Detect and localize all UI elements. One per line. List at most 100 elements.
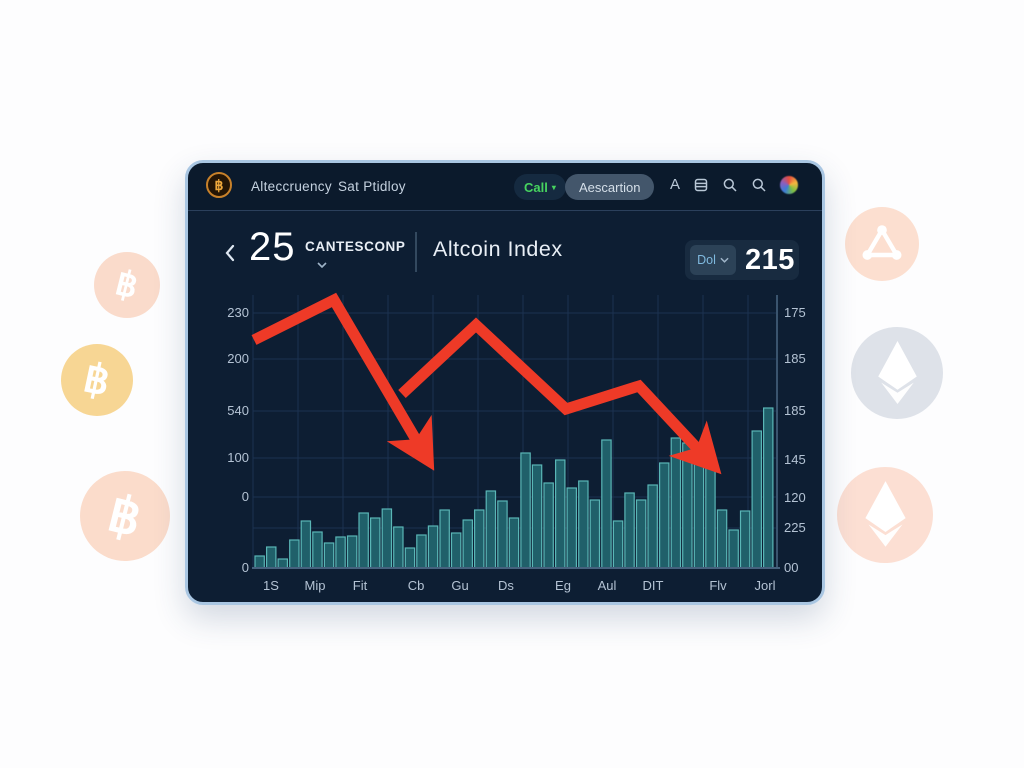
ticker-selector[interactable]: CANTESCONP [305, 238, 406, 269]
bar [751, 430, 762, 569]
network-triangle-glyph [862, 225, 902, 260]
bar [439, 509, 450, 569]
bar [266, 546, 277, 569]
x-axis-label: Gu [451, 578, 468, 593]
trend-arrow [398, 317, 722, 475]
y-axis-left-label: 0 [242, 489, 249, 504]
bitcoin-logo[interactable]: ฿ [206, 172, 232, 198]
bar [670, 437, 682, 569]
avatar[interactable] [780, 176, 798, 194]
y-axis-left-label: 200 [227, 351, 249, 366]
bar [728, 529, 739, 569]
bar [462, 519, 474, 569]
bar [450, 532, 462, 569]
x-axis-label: Cb [408, 578, 425, 593]
topbar: ฿ Alteccruency Sat Ptidloy Call ▾ Aescar… [188, 163, 822, 211]
chevron-down-icon: ▾ [551, 182, 556, 192]
bar [393, 526, 404, 569]
bar [543, 482, 554, 569]
ethereum-icon [837, 467, 933, 563]
text-tool-icon[interactable]: A [669, 176, 680, 193]
unit-label: Dol [697, 253, 716, 267]
ethereum-glyph [864, 481, 906, 547]
y-axis-right-label: 145 [784, 452, 806, 467]
y-axis-right-label: 185 [784, 351, 806, 366]
action-button-label: Aescartion [579, 179, 641, 195]
unit-selector[interactable]: Dol [690, 245, 736, 275]
bitcoin-logo-glyph: ฿ [214, 177, 224, 193]
bar [485, 490, 497, 569]
x-axis-label: Fit [353, 578, 368, 593]
bitcoin-icon: ฿ [61, 344, 133, 416]
reading-panel: Dol 215 [685, 240, 799, 280]
bar [254, 555, 265, 569]
ethereum-icon [851, 327, 943, 419]
bar [381, 508, 393, 569]
trend-arrow [251, 292, 435, 471]
ticker-label: CANTESCONP [305, 239, 406, 254]
bar [624, 492, 635, 569]
bar [300, 520, 312, 569]
bar [277, 558, 289, 569]
index-value: 25 [249, 225, 296, 269]
divider [415, 232, 417, 272]
bar [705, 467, 716, 569]
topbar-icons: A [670, 176, 798, 194]
bar [289, 539, 300, 569]
bar [566, 487, 577, 569]
trend-arrows [251, 292, 722, 475]
x-axis-label: Jorl [755, 578, 776, 593]
bitcoin-icon: ฿ [94, 252, 160, 318]
y-axis-right-label: 175 [784, 305, 806, 320]
bar [416, 534, 427, 569]
bar [531, 464, 543, 569]
chevron-down-icon [317, 255, 327, 273]
bar [323, 542, 335, 569]
bar [601, 439, 612, 569]
y-axis-right-label: 225 [784, 520, 806, 535]
bar [497, 500, 508, 569]
y-axis-right-label: 185 [784, 403, 806, 418]
bar [612, 520, 624, 569]
x-axis-label: Flv [709, 578, 727, 593]
call-button[interactable]: Call ▾ [514, 174, 566, 200]
bar [358, 512, 369, 569]
bar [427, 525, 439, 569]
search-icon[interactable] [722, 177, 738, 193]
search-icon[interactable] [751, 177, 767, 193]
database-icon[interactable] [693, 177, 709, 193]
bar [474, 509, 485, 569]
action-button[interactable]: Aescartion [565, 174, 655, 200]
bar [589, 499, 601, 569]
back-button[interactable] [224, 243, 236, 268]
y-axis-left-label: 540 [227, 403, 249, 418]
bar [739, 510, 751, 569]
bar [370, 517, 381, 569]
x-axis-label: Mip [305, 578, 326, 593]
bar [647, 484, 658, 569]
divider [188, 210, 822, 211]
bitcoin-icon: ฿ [80, 471, 170, 561]
chart-axes [252, 295, 780, 569]
y-axis-left-label: 0 [242, 560, 249, 575]
page-title: Altcoin Index [433, 237, 563, 261]
ethereum-glyph [877, 340, 917, 404]
dashboard-window: ฿ Alteccruency Sat Ptidloy Call ▾ Aescar… [185, 160, 825, 605]
bar [508, 517, 520, 569]
bar [693, 460, 705, 569]
bar [404, 547, 416, 569]
network-triangle-icon [845, 207, 919, 281]
brand-subtitle: Sat Ptidloy [338, 179, 406, 194]
bar [346, 535, 358, 569]
brand-name: Alteccruency [251, 179, 332, 194]
chevron-down-icon [720, 257, 729, 263]
x-axis-label: Ds [498, 578, 514, 593]
bar [716, 509, 728, 569]
bar [335, 536, 346, 569]
bar [635, 499, 647, 569]
x-axis-label: Eg [555, 578, 571, 593]
